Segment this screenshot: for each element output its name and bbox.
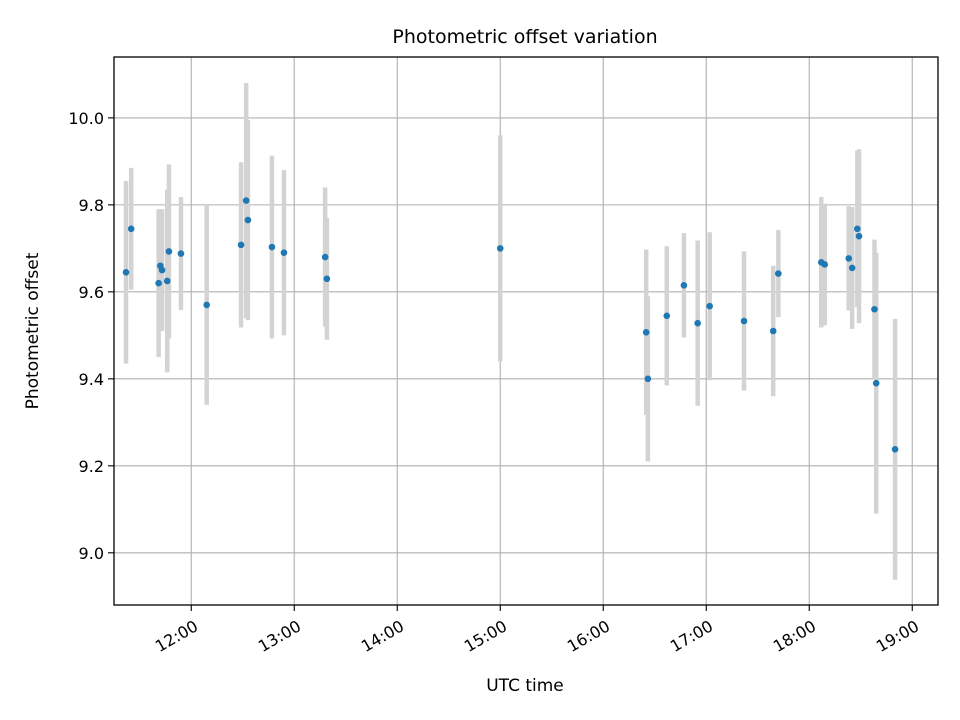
- data-point: [694, 319, 701, 327]
- data-point: [163, 277, 171, 285]
- data-point: [775, 270, 782, 277]
- data-point: [680, 282, 688, 289]
- data-point: [177, 250, 185, 257]
- y-tick-label: 9.6: [79, 283, 104, 302]
- data-point: [848, 264, 856, 272]
- data-point: [855, 232, 863, 240]
- data-point: [663, 312, 671, 320]
- data-point: [496, 245, 504, 252]
- plot-frame: [113, 56, 939, 606]
- data-point: [845, 255, 853, 262]
- data-point: [127, 225, 135, 233]
- data-point: [644, 375, 652, 383]
- data-point: [242, 197, 250, 204]
- y-axis-label: Photometric offset: [23, 252, 43, 409]
- data-point: [165, 248, 173, 255]
- y-tick-label: 10.0: [68, 109, 104, 128]
- chart-title: Photometric offset variation: [392, 26, 657, 48]
- data-points: [122, 197, 899, 453]
- data-point: [706, 302, 713, 310]
- data-point: [203, 301, 210, 309]
- data-point: [158, 266, 166, 274]
- data-point: [237, 241, 245, 249]
- data-point: [740, 317, 748, 325]
- data-point: [244, 216, 252, 224]
- data-point: [872, 379, 880, 387]
- data-point: [891, 445, 899, 453]
- data-point: [268, 243, 276, 251]
- y-tick-label: 9.2: [79, 457, 104, 476]
- data-point: [323, 275, 331, 283]
- data-point: [854, 225, 861, 233]
- data-point: [769, 327, 777, 335]
- data-point: [642, 329, 650, 336]
- grid: [114, 57, 938, 605]
- data-point: [155, 279, 162, 287]
- data-point: [122, 268, 130, 276]
- y-tick-label: 9.4: [79, 370, 104, 389]
- data-point: [871, 305, 878, 313]
- data-point: [280, 249, 288, 257]
- x-axis-label: UTC time: [486, 676, 564, 696]
- y-tick-label: 9.8: [79, 196, 104, 215]
- data-point: [321, 253, 329, 261]
- data-point: [821, 261, 828, 268]
- y-tick-label: 9.0: [79, 544, 104, 563]
